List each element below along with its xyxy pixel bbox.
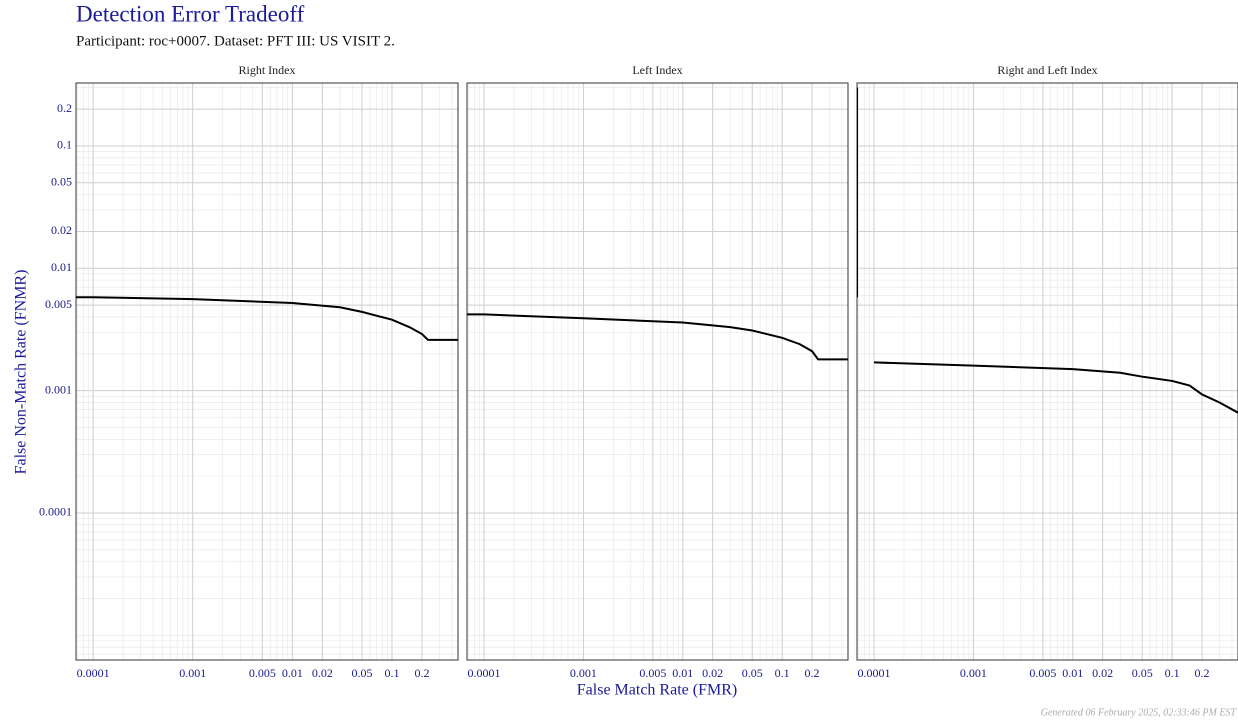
- y-axis-title: False Non-Match Rate (FNMR): [13, 270, 30, 475]
- panel-border: [75, 82, 459, 661]
- panel: [466, 82, 849, 661]
- x-tick-label: 0.02: [1092, 666, 1113, 680]
- x-tick-label: 0.02: [702, 666, 723, 680]
- x-tick-label: 0.2: [805, 666, 820, 680]
- x-tick-label: 0.005: [249, 666, 276, 680]
- footer: Generated 06 February 2025, 02:33:46 PM …: [1041, 707, 1238, 718]
- x-tick-label: 0.2: [1195, 666, 1210, 680]
- x-tick-label: 0.001: [570, 666, 597, 680]
- y-tick-label: 0.2: [57, 101, 72, 115]
- strip-label: Left Index: [632, 63, 682, 77]
- panel-background: [467, 83, 848, 660]
- x-tick-label: 0.05: [1132, 666, 1153, 680]
- x-tick-label: 0.2: [414, 666, 429, 680]
- x-tick-label: 0.001: [960, 666, 987, 680]
- series-line: [467, 313, 848, 361]
- x-tick-label: 0.01: [1062, 666, 1083, 680]
- x-tick-label: 0.0001: [468, 666, 501, 680]
- panel-border: [466, 82, 849, 661]
- x-tick-label: 0.01: [672, 666, 693, 680]
- panel: [75, 82, 459, 661]
- y-tick-label: 0.05: [51, 175, 72, 189]
- strip-label: Right and Left Index: [997, 63, 1097, 77]
- x-tick-label: 0.1: [1165, 666, 1180, 680]
- panel: [856, 82, 1238, 661]
- x-tick-label: 0.0001: [858, 666, 891, 680]
- chart-title: Detection Error Tradeoff: [76, 1, 305, 26]
- y-tick-label: 0.01: [51, 260, 72, 274]
- panel-background: [76, 83, 458, 660]
- x-tick-label: 0.1: [384, 666, 399, 680]
- panel-border: [856, 82, 1238, 661]
- x-tick-label: 0.05: [351, 666, 372, 680]
- x-tick-label: 0.0001: [77, 666, 110, 680]
- x-axis-title: False Match Rate (FMR): [577, 682, 737, 699]
- chart-subtitle: Participant: roc+0007. Dataset: PFT III:…: [76, 33, 395, 49]
- y-tick-label: 0.02: [51, 223, 72, 237]
- series-line: [76, 296, 458, 341]
- x-tick-label: 0.005: [639, 666, 666, 680]
- y-tick-label: 0.1: [57, 138, 72, 152]
- x-tick-label: 0.005: [1029, 666, 1056, 680]
- x-tick-label: 0.001: [179, 666, 206, 680]
- series-line: [857, 87, 1238, 414]
- y-tick-label: 0.005: [45, 297, 72, 311]
- y-tick-label: 0.001: [45, 382, 72, 396]
- x-tick-label: 0.1: [775, 666, 790, 680]
- panel-background: [857, 83, 1238, 660]
- y-tick-label: 0.0001: [39, 505, 72, 519]
- strip-label: Right Index: [239, 63, 296, 77]
- x-tick-label: 0.02: [312, 666, 333, 680]
- x-tick-label: 0.01: [282, 666, 303, 680]
- x-tick-label: 0.05: [742, 666, 763, 680]
